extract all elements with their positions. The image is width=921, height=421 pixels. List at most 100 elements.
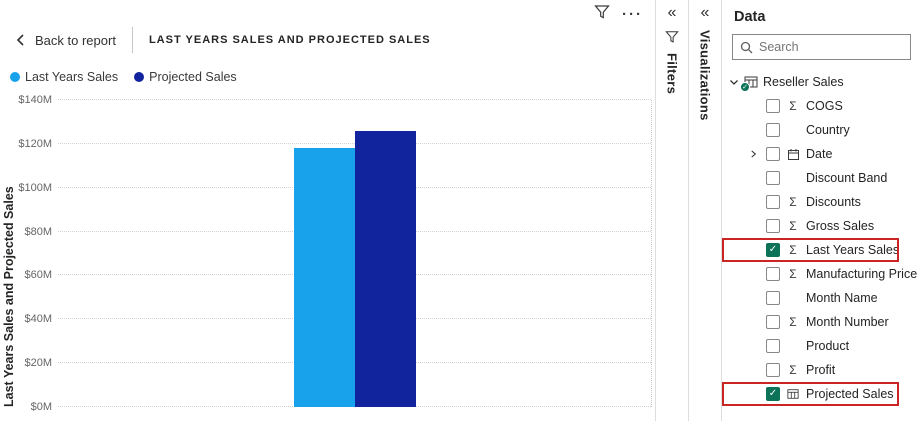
- field-label: COGS: [806, 99, 843, 113]
- field-checkbox[interactable]: [766, 195, 780, 209]
- fields-tree: ✓ Reseller Sales Σ COGS Country Date Discoun…: [722, 70, 921, 421]
- visual-header-toolbar: ···: [594, 4, 643, 25]
- field-row-discount-band[interactable]: Discount Band: [722, 166, 921, 190]
- back-to-report-label: Back to report: [35, 32, 116, 48]
- field-checkbox[interactable]: [766, 315, 780, 329]
- bar-chart[interactable]: Last Years Sales and Projected Sales $0M…: [0, 92, 655, 421]
- field-row-date[interactable]: Date: [722, 142, 921, 166]
- field-checkbox[interactable]: [766, 123, 780, 137]
- field-label: Country: [806, 123, 850, 137]
- field-row-country[interactable]: Country: [722, 118, 921, 142]
- field-label: Manufacturing Price: [806, 267, 918, 281]
- expand-filters-icon[interactable]: «: [667, 4, 677, 21]
- sigma-icon: Σ: [786, 196, 800, 208]
- visualizations-panel-collapsed[interactable]: « Visualizations: [688, 0, 721, 421]
- field-row-product[interactable]: Product: [722, 334, 921, 358]
- fields-list: Σ COGS Country Date Discount Band Σ Discounts Σ…: [722, 94, 921, 406]
- more-options-icon[interactable]: ···: [622, 5, 643, 23]
- search-input[interactable]: [759, 40, 903, 54]
- field-row-gross-sales[interactable]: Σ Gross Sales: [722, 214, 921, 238]
- y-tick-label: $140M: [18, 94, 52, 106]
- y-tick-label: $20M: [24, 357, 52, 370]
- field-label: Last Years Sales: [806, 243, 900, 257]
- y-tick-label: $80M: [24, 225, 52, 238]
- page-title: LAST YEARS SALES AND PROJECTED SALES: [148, 34, 431, 46]
- field-label: Gross Sales: [806, 219, 875, 233]
- bar-projected-sales[interactable]: [354, 130, 416, 407]
- data-pane-title: Data: [734, 9, 766, 25]
- field-row-month-name[interactable]: Month Name: [722, 286, 921, 310]
- field-checkbox[interactable]: [766, 171, 780, 185]
- field-checkbox[interactable]: [766, 219, 780, 233]
- legend-item[interactable]: Last Years Sales: [10, 70, 118, 84]
- y-tick-label: $60M: [24, 269, 52, 282]
- bars-group: [58, 100, 651, 407]
- field-label: Projected Sales: [806, 387, 894, 401]
- y-tick-label: $100M: [18, 181, 52, 194]
- sigma-icon: Σ: [789, 363, 797, 377]
- field-row-projected-sales[interactable]: ✓ Projected Sales: [722, 382, 921, 406]
- sigma-icon: Σ: [789, 243, 797, 257]
- chart-legend: Last Years Sales Projected Sales: [10, 70, 237, 84]
- chevron-right-icon[interactable]: [749, 149, 758, 159]
- table-name-label: Reseller Sales: [763, 75, 844, 89]
- expand-visualizations-icon[interactable]: «: [700, 4, 710, 21]
- field-checkbox[interactable]: ✓: [766, 387, 780, 401]
- sigma-icon: Σ: [786, 100, 800, 112]
- sigma-icon: Σ: [789, 195, 797, 209]
- sigma-icon: Σ: [789, 219, 797, 233]
- field-checkbox[interactable]: [766, 147, 780, 161]
- calendar-icon: [787, 148, 799, 160]
- filter-icon[interactable]: [594, 4, 610, 25]
- field-label: Discount Band: [806, 171, 888, 185]
- tree-item-reseller-sales[interactable]: ✓ Reseller Sales: [722, 70, 921, 94]
- field-checkbox[interactable]: [766, 291, 780, 305]
- y-tick-label: $120M: [18, 137, 52, 150]
- legend-label: Projected Sales: [149, 70, 237, 84]
- back-to-report-link[interactable]: Back to report: [14, 33, 116, 48]
- field-row-manufacturing-price[interactable]: Σ Manufacturing Price: [722, 262, 921, 286]
- field-checkbox[interactable]: [766, 99, 780, 113]
- field-row-last-years-sales[interactable]: ✓ Σ Last Years Sales: [722, 238, 921, 262]
- field-checkbox[interactable]: ✓: [766, 243, 780, 257]
- field-checkbox[interactable]: [766, 363, 780, 377]
- search-box[interactable]: [732, 34, 911, 60]
- field-checkbox[interactable]: [766, 339, 780, 353]
- focus-mode-header: Back to report LAST YEARS SALES AND PROJ…: [14, 26, 431, 54]
- y-tick-label: $0M: [30, 401, 52, 413]
- field-label: Month Name: [806, 291, 878, 305]
- sigma-icon: Σ: [789, 315, 797, 329]
- chevron-down-icon[interactable]: [729, 77, 739, 87]
- visualizations-panel-label: Visualizations: [697, 30, 713, 121]
- field-label: Month Number: [806, 315, 889, 329]
- legend-dot-icon: [134, 72, 145, 82]
- sigma-icon: Σ: [789, 99, 797, 113]
- filter-icon: [665, 30, 679, 44]
- filters-panel-label: Filters: [664, 53, 680, 95]
- legend-dot-icon: [10, 72, 20, 82]
- field-checkbox[interactable]: [766, 267, 780, 281]
- field-label: Discounts: [806, 195, 861, 209]
- sigma-icon: Σ: [789, 267, 797, 281]
- grid-line: [58, 99, 651, 100]
- field-row-month-number[interactable]: Σ Month Number: [722, 310, 921, 334]
- selected-badge-icon: ✓: [740, 82, 750, 92]
- field-row-cogs[interactable]: Σ COGS: [722, 94, 921, 118]
- field-label: Product: [806, 339, 850, 353]
- field-label: Date: [806, 147, 833, 161]
- header-divider: [131, 27, 133, 53]
- field-row-discounts[interactable]: Σ Discounts: [722, 190, 921, 214]
- field-row-profit[interactable]: Σ Profit: [722, 358, 921, 382]
- bar-last-years-sales[interactable]: [293, 148, 355, 407]
- calendar-icon: [786, 148, 800, 161]
- table-icon: [786, 388, 800, 400]
- search-icon: [740, 41, 753, 54]
- data-pane: Data ✓ Reseller Sales Σ COGS Country Date Di…: [721, 0, 921, 421]
- filters-panel-collapsed[interactable]: « Filters: [655, 0, 688, 421]
- legend-item[interactable]: Projected Sales: [134, 70, 237, 84]
- table-icon: [787, 389, 799, 399]
- plot-area: $0M $20M $40M $60M $80M $100M $120M $140M: [18, 94, 652, 413]
- sigma-icon: Σ: [786, 364, 800, 376]
- chevron-left-icon: [14, 33, 28, 47]
